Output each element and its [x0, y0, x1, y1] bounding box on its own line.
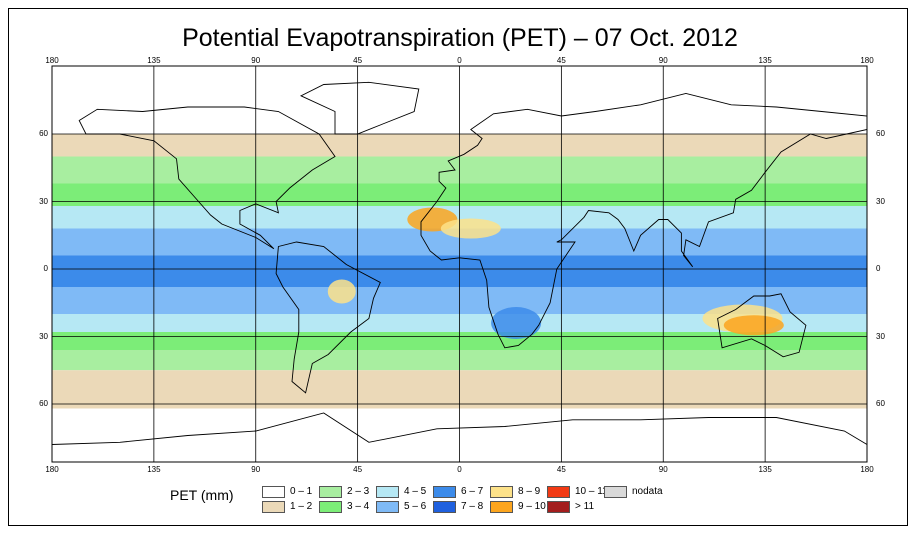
legend-swatch: [319, 486, 342, 498]
legend-label: 1 – 2: [290, 501, 313, 512]
lat-label-right-1: 30: [876, 196, 885, 206]
lon-label-top-7: 135: [758, 56, 772, 65]
pet-hotspot-4: [491, 307, 542, 339]
figure-frame: [8, 8, 908, 526]
lat-label-left-1: 30: [39, 196, 48, 206]
pet-hotspot-1: [440, 218, 501, 239]
lat-label-left-2: 0: [43, 264, 48, 273]
legend-swatch: [262, 501, 285, 513]
legend-label: 10 – 11: [575, 486, 608, 497]
lon-label-bottom-2: 90: [251, 465, 261, 474]
map-title: Potential Evapotranspiration (PET) – 07 …: [182, 24, 738, 52]
land-greenland: [299, 81, 420, 135]
lon-label-top-8: 180: [860, 56, 874, 65]
lon-label-top-3: 45: [353, 56, 363, 65]
lat-label-right-0: 60: [876, 129, 885, 138]
lon-label-top-6: 90: [658, 56, 668, 65]
legend-label: 6 – 7: [461, 486, 484, 497]
legend-label: 7 – 8: [461, 501, 484, 512]
lat-label-left-4: 60: [39, 399, 48, 408]
lon-label-top-1: 135: [147, 56, 161, 65]
land-australia: [717, 293, 807, 358]
lat-label-right-3: 30: [876, 331, 885, 341]
lon-label-top-0: 180: [45, 56, 59, 65]
land-africa-eurasia: [420, 93, 868, 349]
lat-label-left-0: 60: [39, 129, 48, 138]
legend-label: 8 – 9: [518, 486, 541, 497]
lon-label-top-5: 45: [556, 56, 566, 65]
legend-swatch: [490, 501, 513, 513]
legend-swatch: [376, 486, 399, 498]
legend-swatch: [604, 486, 627, 498]
legend-label: 5 – 6: [404, 501, 427, 512]
legend-label: > 11: [575, 501, 594, 512]
legend-label: 0 – 1: [290, 486, 313, 497]
legend-label: 2 – 3: [347, 486, 370, 497]
legend-label: 4 – 5: [404, 486, 427, 497]
lon-label-bottom-1: 135: [147, 465, 161, 474]
lon-label-bottom-8: 180: [860, 465, 874, 474]
pet-hotspot-5: [723, 315, 784, 336]
lon-label-bottom-4: 0: [457, 465, 462, 474]
legend-swatch: [547, 501, 570, 513]
legend-swatch: [376, 501, 399, 513]
legend-swatch: [547, 486, 570, 498]
land-south-america: [275, 241, 381, 394]
map-border: [51, 65, 868, 463]
lat-label-right-4: 60: [876, 399, 885, 408]
pet-hotspot-3: [327, 279, 356, 304]
lon-label-bottom-3: 45: [353, 465, 363, 474]
legend-label: 3 – 4: [347, 501, 370, 512]
legend-swatch: [490, 486, 513, 498]
legend-swatch: [319, 501, 342, 513]
lon-label-bottom-7: 135: [758, 465, 772, 474]
legend-swatch: [433, 486, 456, 498]
lon-label-top-2: 90: [251, 56, 261, 65]
lon-label-top-4: 0: [457, 56, 462, 65]
lat-label-left-3: 30: [39, 331, 48, 341]
legend-swatch: [433, 501, 456, 513]
legend-label: nodata: [632, 486, 663, 497]
legend-label: 9 – 10: [518, 501, 546, 512]
lat-label-right-2: 0: [876, 264, 881, 273]
lon-label-bottom-5: 45: [556, 465, 566, 474]
legend-swatch: [262, 486, 285, 498]
legend-title: PET (mm): [170, 487, 234, 503]
lon-label-bottom-0: 180: [45, 465, 59, 474]
lon-label-bottom-6: 90: [658, 465, 668, 474]
